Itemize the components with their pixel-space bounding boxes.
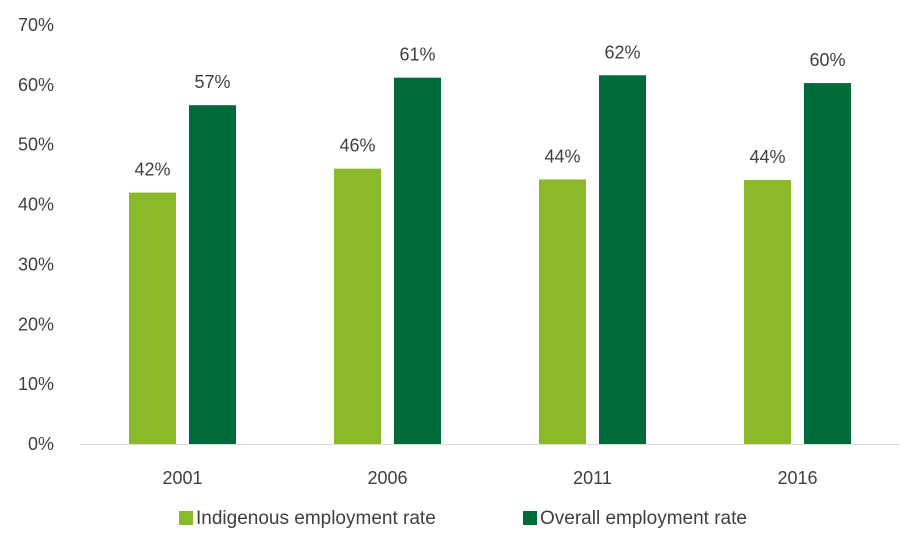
y-tick-label: 40% [18,195,54,215]
x-axis-ticks: 2001 2006 2011 2016 [162,468,817,488]
bar-overall-2006 [394,77,441,444]
data-label: 62% [604,42,640,62]
bar-indigenous-2001 [129,192,176,444]
x-tick-label: 2006 [367,468,407,488]
data-label: 44% [749,147,785,167]
bar-indigenous-2011 [539,179,586,444]
bar-overall-2001 [189,105,236,445]
y-axis-ticks: 0% 10% 20% 30% 40% 50% 60% 70% [18,15,54,454]
legend-swatch-overall [523,511,537,525]
bars [129,75,851,445]
data-label: 57% [194,72,230,92]
bar-indigenous-2006 [334,168,381,444]
x-tick-label: 2016 [777,468,817,488]
data-labels: 42% 57% 46% 61% 44% 62% 44% 60% [134,42,845,179]
legend: Indigenous employment rate Overall employ… [179,508,747,529]
bar-overall-2016 [804,83,851,444]
y-tick-label: 10% [18,374,54,394]
data-label: 44% [544,146,580,166]
bar-overall-2011 [599,75,646,444]
y-tick-label: 50% [18,135,54,155]
legend-swatch-indigenous [179,511,193,525]
data-label: 60% [809,50,845,70]
y-tick-label: 0% [28,434,54,454]
data-label: 46% [339,136,375,156]
legend-label-indigenous: Indigenous employment rate [196,508,436,529]
legend-label-overall: Overall employment rate [540,508,747,529]
y-tick-label: 30% [18,254,54,274]
y-tick-label: 60% [18,75,54,95]
y-tick-label: 20% [18,314,54,334]
data-label: 42% [134,160,170,180]
y-tick-label: 70% [18,15,54,35]
data-label: 61% [399,45,435,65]
bar-indigenous-2016 [744,180,791,444]
x-tick-label: 2011 [573,468,612,488]
x-tick-label: 2001 [162,468,202,488]
